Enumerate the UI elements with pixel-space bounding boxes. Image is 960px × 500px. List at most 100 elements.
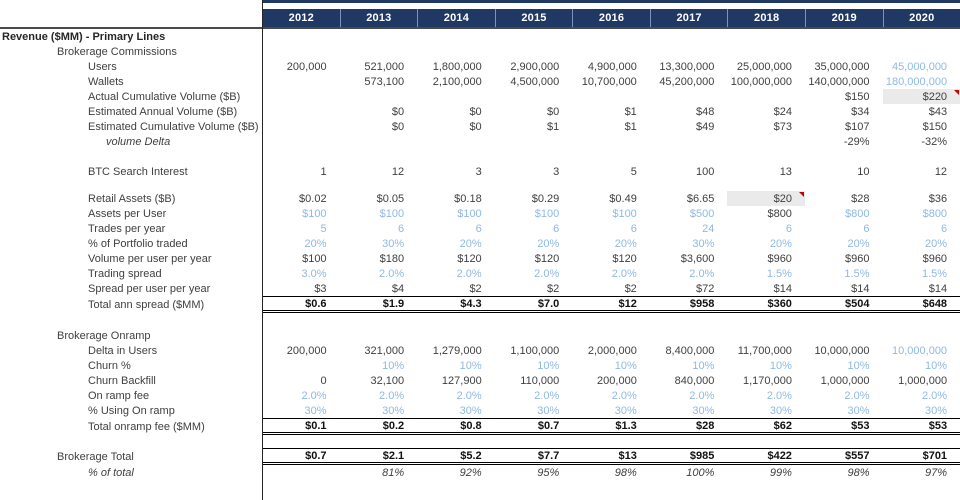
cell-2014[interactable] (417, 313, 495, 328)
cell-2013-total-onramp-fee-mm[interactable]: $0.2 (382, 419, 405, 432)
cell-2018-volume-delta[interactable] (727, 134, 805, 149)
cell-2017-using-on-ramp[interactable]: 30% (692, 404, 715, 417)
cell-2015-of-total[interactable]: 95% (537, 466, 560, 479)
cell-2017[interactable] (650, 435, 728, 448)
cell-2017-total-ann-spread-mm[interactable]: $958 (689, 297, 715, 310)
cell-2012-volume-per-user-per-year[interactable]: $100 (302, 252, 327, 265)
cell-2015-btc-search-interest[interactable]: 3 (553, 165, 560, 178)
cell-2015-trading-spread[interactable]: 2.0% (534, 267, 560, 280)
cell-2020-brokerage-total[interactable]: $701 (922, 449, 948, 462)
cell-2015-retail-assets-b[interactable]: $0.29 (531, 192, 560, 205)
cell-2015-volume-delta[interactable] (495, 134, 573, 149)
cell-2020-actual-cumulative-volume-b[interactable]: $220 (882, 89, 960, 104)
cell-2017-delta-in-users[interactable]: 8,400,000 (665, 344, 715, 357)
cell-2014-actual-cumulative-volume-b[interactable] (417, 89, 495, 104)
cell-2016[interactable] (572, 313, 650, 328)
cell-2019-actual-cumulative-volume-b[interactable]: $150 (845, 90, 870, 103)
cell-2020-trading-spread[interactable]: 1.5% (921, 267, 948, 280)
cell-2012[interactable] (262, 313, 340, 328)
cell-2015-estimated-cumulative-volume-b[interactable]: $1 (547, 120, 560, 133)
cell-2017-churn-backfill[interactable]: 840,000 (674, 374, 715, 387)
cell-2017[interactable] (650, 179, 728, 191)
cell-2016-spread-per-user-per-year[interactable]: $2 (624, 282, 637, 295)
cell-2015-trades-per-year[interactable]: 6 (553, 222, 560, 235)
cell-2013-brokerage-commissions[interactable] (340, 44, 418, 59)
cell-2016-brokerage-commissions[interactable] (572, 44, 650, 59)
cell-2018-retail-assets-b[interactable]: $20 (727, 191, 805, 206)
cell-2015-churn-backfill[interactable]: 110,000 (520, 374, 560, 387)
cell-2013-total-ann-spread-mm[interactable]: $1.9 (382, 297, 405, 310)
cell-2014-delta-in-users[interactable]: 1,279,000 (432, 344, 482, 357)
cell-2016-on-ramp-fee[interactable]: 2.0% (611, 389, 637, 402)
cell-2019[interactable] (805, 435, 883, 448)
cell-2019-trading-spread[interactable]: 1.5% (844, 267, 870, 280)
cell-2013[interactable] (340, 435, 418, 448)
cell-2016-actual-cumulative-volume-b[interactable] (572, 89, 650, 104)
column-header-2017[interactable]: 2017 (649, 9, 728, 27)
cell-2013-users[interactable]: 521,000 (364, 60, 405, 73)
cell-2015-of-portfolio-traded[interactable]: 20% (537, 237, 560, 250)
cell-2018[interactable] (727, 149, 805, 164)
cell-2018-revenue-mm-primary-lines[interactable] (727, 29, 805, 44)
cell-2019-volume-per-user-per-year[interactable]: $960 (845, 252, 870, 265)
cell-2016-total-onramp-fee-mm[interactable]: $1.3 (615, 419, 637, 432)
row-label[interactable]: Retail Assets ($B) (88, 192, 176, 205)
cell-2012-delta-in-users[interactable]: 200,000 (286, 344, 327, 357)
cell-2020-spread-per-user-per-year[interactable]: $14 (928, 282, 948, 295)
cell-2013-actual-cumulative-volume-b[interactable] (340, 89, 418, 104)
cell-2012-volume-delta[interactable] (262, 134, 340, 149)
cell-2015[interactable] (495, 313, 573, 328)
cell-2019-brokerage-onramp[interactable] (805, 328, 883, 343)
cell-2020-of-total[interactable]: 97% (925, 466, 948, 479)
cell-2012-btc-search-interest[interactable]: 1 (320, 165, 327, 178)
cell-2020-brokerage-onramp[interactable] (883, 328, 960, 343)
cell-2018-of-total[interactable]: 99% (769, 466, 792, 479)
cell-2017[interactable] (650, 313, 728, 328)
cell-2012-total-ann-spread-mm[interactable]: $0.6 (305, 297, 327, 310)
cell-2014-estimated-annual-volume-b[interactable]: $0 (469, 105, 482, 118)
cell-2017-of-portfolio-traded[interactable]: 30% (692, 237, 715, 250)
cell-2018-estimated-cumulative-volume-b[interactable]: $73 (773, 120, 792, 133)
cell-2012-revenue-mm-primary-lines[interactable] (262, 29, 340, 44)
cell-2015-estimated-annual-volume-b[interactable]: $0 (547, 105, 560, 118)
cell-2020-churn[interactable]: 10% (925, 359, 948, 372)
cell-2014-estimated-cumulative-volume-b[interactable]: $0 (469, 120, 482, 133)
cell-2013-of-total[interactable]: 81% (382, 466, 405, 479)
cell-2016-btc-search-interest[interactable]: 5 (630, 165, 637, 178)
cell-2018-churn-backfill[interactable]: 1,170,000 (743, 374, 792, 387)
cell-2014-of-portfolio-traded[interactable]: 20% (459, 237, 482, 250)
cell-2014-on-ramp-fee[interactable]: 2.0% (456, 389, 482, 402)
cell-2014-churn[interactable]: 10% (459, 359, 482, 372)
cell-2016-total-ann-spread-mm[interactable]: $12 (618, 297, 637, 310)
cell-2019-using-on-ramp[interactable]: 30% (847, 404, 870, 417)
cell-2019-of-portfolio-traded[interactable]: 20% (847, 237, 870, 250)
row-label[interactable]: Volume per user per year (88, 252, 212, 265)
cell-2016[interactable] (572, 149, 650, 164)
cell-2017-volume-delta[interactable] (650, 134, 728, 149)
cell-2016-estimated-annual-volume-b[interactable]: $1 (624, 105, 637, 118)
column-header-2018[interactable]: 2018 (727, 9, 805, 27)
cell-2014[interactable] (417, 435, 495, 448)
cell-2018-using-on-ramp[interactable]: 30% (769, 404, 792, 417)
cell-2012[interactable] (262, 179, 340, 191)
cell-2017-brokerage-total[interactable]: $985 (689, 449, 715, 462)
cell-2020[interactable] (883, 149, 960, 164)
cell-2013-volume-delta[interactable] (340, 134, 418, 149)
cell-2014-trading-spread[interactable]: 2.0% (456, 267, 482, 280)
cell-2019-delta-in-users[interactable]: 10,000,000 (814, 344, 870, 357)
row-label[interactable]: % of total (88, 466, 134, 479)
cell-2020-volume-per-user-per-year[interactable]: $960 (922, 252, 948, 265)
column-header-2012[interactable]: 2012 (262, 9, 340, 27)
cell-2016-users[interactable]: 4,900,000 (587, 60, 637, 73)
cell-2012-brokerage-onramp[interactable] (262, 328, 340, 343)
row-label[interactable]: Wallets (88, 75, 124, 88)
cell-2020-estimated-cumulative-volume-b[interactable]: $150 (922, 120, 948, 133)
cell-2012-churn[interactable] (262, 358, 340, 373)
cell-2014-spread-per-user-per-year[interactable]: $2 (469, 282, 482, 295)
cell-2017[interactable] (650, 149, 728, 164)
cell-2015-brokerage-commissions[interactable] (495, 44, 573, 59)
cell-2016-churn[interactable]: 10% (614, 359, 637, 372)
row-label[interactable]: Churn Backfill (88, 374, 156, 387)
cell-2018[interactable] (727, 313, 805, 328)
cell-2014-brokerage-total[interactable]: $5.2 (460, 449, 482, 462)
